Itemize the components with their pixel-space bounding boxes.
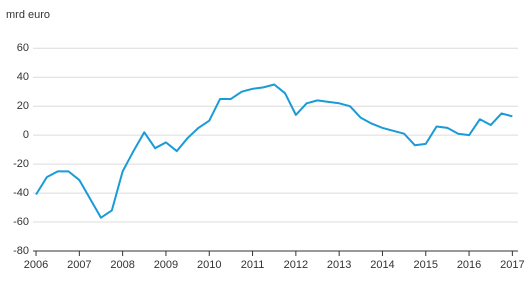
x-tick-label: 2008	[110, 259, 134, 271]
x-tick-label: 2012	[284, 259, 308, 271]
x-tick-label: 2014	[370, 259, 394, 271]
y-tick-label: 60	[17, 42, 29, 54]
x-tick-label: 2016	[457, 259, 481, 271]
x-tick-label: 2017	[500, 259, 524, 271]
y-tick-label: -20	[13, 158, 29, 170]
x-tick-label: 2015	[414, 259, 438, 271]
x-tick-label: 2009	[154, 259, 178, 271]
y-unit-label: mrd euro	[6, 9, 50, 21]
x-tick-label: 2006	[24, 259, 48, 271]
y-tick-label: -40	[13, 187, 29, 199]
x-tick-label: 2011	[241, 259, 265, 271]
y-tick-label: 20	[17, 100, 29, 112]
line	[35, 83, 513, 219]
x-tick-label: 2013	[327, 259, 351, 271]
y-tick-label: 40	[17, 71, 29, 83]
y-tick-label: -80	[13, 245, 29, 257]
y-tick-label: -60	[13, 216, 29, 228]
x-tick-label: 2010	[197, 259, 221, 271]
x-tick-label: 2007	[67, 259, 91, 271]
y-tick-label: 0	[23, 129, 29, 141]
